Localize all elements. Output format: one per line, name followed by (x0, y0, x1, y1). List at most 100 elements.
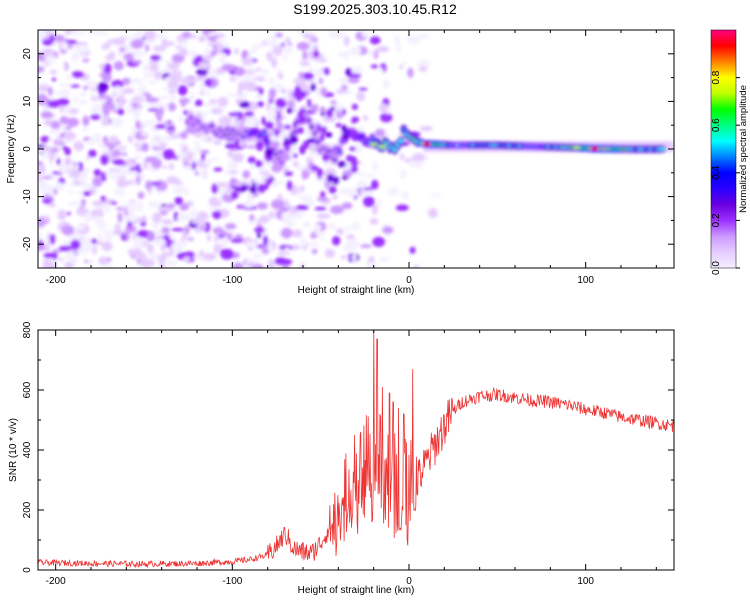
spectrogram-noise-blob (311, 248, 318, 255)
spectrogram-trace-blob (295, 96, 302, 102)
spectrogram-noise-blob (195, 99, 203, 104)
spectrogram-noise-blob (66, 117, 80, 127)
spectrogram-trace-blob (268, 88, 277, 98)
spectrogram-noise-blob (320, 237, 325, 242)
spectrogram-noise-blob (212, 226, 224, 235)
spectrogram-noise-blob (124, 34, 137, 42)
spectrogram-noise-blob (218, 52, 227, 58)
spectrogram-noise-blob (380, 112, 393, 123)
spectrogram-noise-blob (208, 98, 218, 105)
spectrogram-noise-blob (48, 202, 56, 208)
spectrogram-noise-blob (305, 242, 320, 248)
spectrogram-noise-blob (114, 223, 121, 233)
spectrogram-noise-blob (167, 259, 178, 267)
spectrogram-noise-blob (230, 190, 239, 200)
snr-panel: -200 -100 0 100 0 200 400 600 800 Height of stra… (8, 321, 675, 596)
spectrogram-noise-blob (49, 234, 56, 245)
spectrogram-trace-blob (247, 156, 256, 164)
spectrogram-noise-blob (207, 157, 220, 161)
spectrogram-trace-blob (319, 132, 325, 142)
spectrogram-noise-blob (53, 34, 65, 42)
spectrogram-noise-blob (58, 82, 72, 87)
spectrogram-noise-blob (201, 152, 206, 161)
spectrogram-x-axis-label: Height of straight line (km) (298, 285, 415, 296)
colorbar-gradient (710, 29, 737, 269)
spectrogram-noise-blob (228, 185, 242, 190)
spectrogram-noise-blob (353, 172, 367, 176)
spectrogram-noise-blob (148, 200, 161, 208)
spectrogram-noise-blob (253, 178, 259, 183)
spectrogram-noise-blob (242, 92, 247, 98)
spectrogram-noise-blob (180, 239, 187, 248)
spectrogram-noise-blob (268, 211, 275, 220)
spectrogram-noise-blob (38, 164, 46, 175)
y-tick-label: 800 (22, 321, 33, 338)
spectrogram-trace-blob (341, 85, 349, 90)
spectrogram-trace-blob (310, 103, 319, 113)
spectrogram-noise-blob (376, 45, 390, 53)
snr-x-axis-label: Height of straight line (km) (298, 585, 415, 596)
spectrogram-noise-blob (121, 77, 131, 85)
spectrogram-noise-blob (175, 152, 188, 157)
spectrogram-noise-blob (316, 196, 330, 202)
spectrogram-noise-blob (134, 142, 140, 148)
spectrogram-noise-blob (244, 70, 257, 74)
spectrogram-noise-blob (178, 114, 183, 123)
spectrogram-noise-blob (278, 72, 284, 80)
spectrogram-noise-blob (74, 225, 86, 231)
spectrogram-noise-blob (125, 231, 130, 242)
spectrogram-noise-blob (213, 243, 223, 249)
spectrogram-noise-blob (356, 91, 366, 102)
spectrogram-noise-blob (71, 96, 80, 103)
spectrogram-trace-blob (301, 169, 307, 180)
spectrogram-noise-blob (38, 30, 47, 39)
spectrogram-trace-blob (319, 108, 325, 114)
spectrogram-noise-blob (161, 219, 174, 225)
spectrogram-noise-blob (132, 96, 144, 102)
spectrogram-noise-blob (234, 66, 246, 77)
spectrogram-noise-blob (160, 136, 174, 142)
spectrogram-noise-blob (304, 221, 311, 229)
spectrogram-noise-blob (213, 139, 222, 146)
spectrogram-noise-blob (61, 123, 66, 133)
spectrogram-noise-blob (208, 72, 219, 77)
spectrogram-heatmap (38, 30, 674, 268)
spectrogram-noise-blob (100, 195, 106, 202)
spectrogram-noise-blob (79, 100, 88, 105)
spectrogram-noise-blob (206, 233, 212, 242)
spectrogram-noise-blob (406, 35, 421, 43)
spectrogram-noise-blob (136, 201, 144, 212)
spectrogram-trace-blob (284, 171, 294, 176)
spectrogram-ridge-core (284, 146, 290, 151)
spectrogram-noise-blob (221, 236, 229, 247)
spectrogram-noise-blob (126, 106, 134, 113)
spectrogram-noise-blob (351, 66, 364, 75)
spectrogram-noise-blob (107, 168, 122, 172)
spectrogram-noise-blob (339, 76, 349, 86)
spectrogram-noise-blob (157, 255, 167, 262)
spectrogram-noise-blob (63, 262, 74, 268)
spectrogram-noise-blob (313, 50, 320, 58)
spectrogram-noise-blob (369, 36, 381, 45)
spectrogram-noise-blob (371, 179, 379, 190)
spectrogram-noise-blob (234, 48, 239, 55)
spectrogram-noise-blob (212, 45, 218, 51)
x-tick-label: -100 (222, 576, 242, 587)
spectrogram-noise-blob (314, 230, 325, 237)
spectrogram-noise-blob (180, 131, 188, 140)
spectrogram-noise-blob (352, 252, 357, 263)
spectrogram-noise-blob (228, 112, 243, 117)
spectrogram-noise-blob (333, 31, 346, 39)
spectrogram-noise-blob (71, 30, 81, 36)
spectrogram-noise-blob (320, 191, 326, 199)
spectrogram-noise-blob (194, 225, 202, 233)
spectrogram-noise-blob (115, 91, 124, 97)
spectrogram-noise-blob (269, 102, 275, 110)
spectrogram-noise-blob (96, 94, 111, 100)
y-tick-label: -10 (22, 189, 33, 204)
spectrogram-noise-blob (330, 205, 344, 215)
spectrogram-noise-blob (140, 258, 154, 268)
spectrogram-noise-blob (69, 84, 81, 88)
spectrogram-noise-blob (58, 162, 67, 173)
spectrogram-noise-blob (324, 248, 335, 259)
